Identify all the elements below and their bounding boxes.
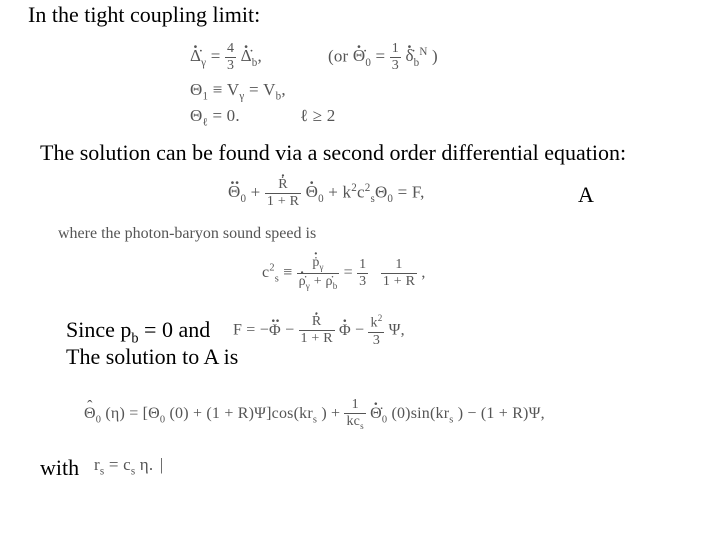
solution-to-a-intro: The solution to A is xyxy=(66,344,238,370)
eq-main-ode: Θ0 + Ṙ1 + R Θ0 + k2c2sΘ0 = F, xyxy=(228,178,425,209)
eq-sound-speed: c2s ≡ ṗγ ρ̇γ + ρ̇b = 13 11 + R , xyxy=(262,256,426,291)
eq-solution-theta0: Θ0 (η) = [Θ0 (0) + (1 + R)Ψ]cos(krs ) + … xyxy=(84,398,545,431)
eq-forcing-F: F = −Φ − Ṙ1 + R Φ − k23 Ψ, xyxy=(233,314,405,348)
eq-tight-coupling-3: Θℓ = 0. xyxy=(190,106,240,128)
eq-tight-coupling-1-alt: (or Θ̇0 = 13 δ̇bN ) xyxy=(328,42,438,73)
eq-tight-coupling-2: Θ1 ≡ Vγ = Vb, xyxy=(190,80,286,102)
eq-rs-definition: rs = cs η. | xyxy=(94,455,163,477)
intro-tight-coupling: In the tight coupling limit: xyxy=(28,2,260,28)
sound-speed-intro: where the photon-baryon sound speed is xyxy=(58,225,316,243)
eq-tight-coupling-1: Δ̇γ = 43 Δ̇b, xyxy=(190,42,262,73)
with-label: with xyxy=(40,455,79,481)
intro-second-order: The solution can be found via a second o… xyxy=(40,140,626,166)
delta-dot-gamma: Δ̇ xyxy=(190,46,201,66)
equation-label-a: A xyxy=(578,182,594,208)
since-pb-zero: Since pb = 0 and xyxy=(66,317,210,347)
eq-tight-coupling-3-cond: ℓ ≥ 2 xyxy=(300,106,335,126)
